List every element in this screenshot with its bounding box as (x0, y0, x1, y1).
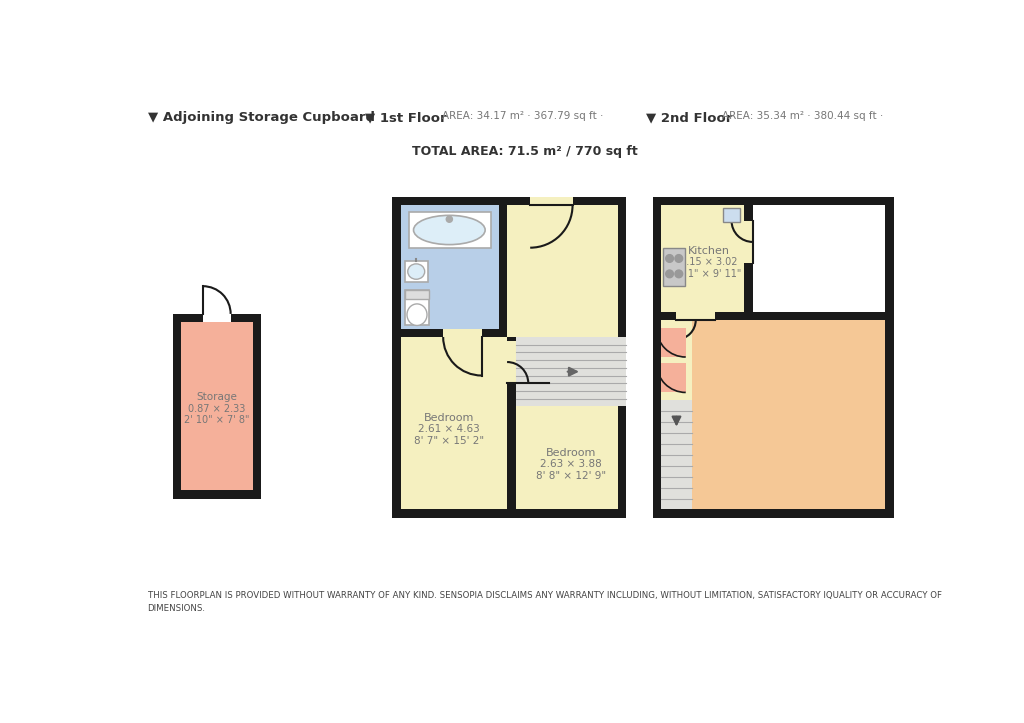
Text: Storage: Storage (197, 392, 238, 402)
Ellipse shape (407, 304, 427, 325)
Text: ▼ 1st Floor: ▼ 1st Floor (365, 111, 446, 124)
Bar (662, 205, 885, 510)
Bar (507, 341, 515, 383)
Text: THIS FLOORPLAN IS PROVIDED WITHOUT WARRANTY OF ANY KIND. SENSOPIA DISCLAIMS ANY : THIS FLOORPLAN IS PROVIDED WITHOUT WARRA… (147, 591, 941, 612)
Text: 4.41 × 5.51: 4.41 × 5.51 (758, 414, 819, 424)
Text: Kitchen: Kitchen (688, 246, 730, 256)
Bar (181, 322, 253, 490)
Bar (664, 248, 685, 286)
Text: ▼ Adjoining Storage Cupboard: ▼ Adjoining Storage Cupboard (147, 111, 375, 124)
Text: AREA: 34.17 m² · 367.79 sq ft ·: AREA: 34.17 m² · 367.79 sq ft · (441, 111, 603, 121)
Text: 2.63 × 3.88: 2.63 × 3.88 (540, 459, 602, 469)
Bar (662, 320, 885, 510)
Bar (515, 337, 627, 406)
Bar (173, 314, 261, 499)
Bar (662, 320, 692, 510)
Text: AREA: 35.34 m² · 380.44 sq ft ·: AREA: 35.34 m² · 380.44 sq ft · (722, 111, 883, 121)
Bar (530, 197, 572, 205)
Text: 14' 6" × 18' 1": 14' 6" × 18' 1" (750, 425, 826, 435)
Bar (652, 197, 894, 518)
Circle shape (446, 216, 453, 222)
Text: TOTAL AREA: 71.5 m² / 770 sq ft: TOTAL AREA: 71.5 m² / 770 sq ft (412, 145, 638, 158)
Bar (404, 290, 429, 299)
Text: 0.87 × 2.33: 0.87 × 2.33 (188, 403, 246, 414)
Text: Bedroom: Bedroom (424, 413, 474, 423)
Bar (744, 205, 885, 312)
Bar (744, 221, 753, 263)
Text: 2.61 × 4.63: 2.61 × 4.63 (419, 424, 480, 435)
Bar (409, 212, 490, 249)
Circle shape (675, 254, 683, 262)
Text: 2' 10" × 7' 8": 2' 10" × 7' 8" (184, 415, 250, 425)
Bar (400, 328, 507, 337)
Bar (400, 205, 499, 328)
Bar (203, 314, 230, 322)
Bar (404, 290, 429, 325)
Bar (507, 337, 515, 518)
Bar (443, 328, 481, 337)
Circle shape (666, 270, 674, 278)
Text: 8' 8" × 12' 9": 8' 8" × 12' 9" (536, 471, 606, 481)
Text: ▼ 2nd Floor: ▼ 2nd Floor (646, 111, 733, 124)
Bar (662, 328, 686, 357)
Bar (392, 197, 627, 518)
Text: Balcony: Balcony (790, 252, 840, 265)
Bar (404, 261, 428, 283)
Text: 2.15 × 3.02: 2.15 × 3.02 (680, 257, 737, 268)
Text: 8' 7" × 15' 2": 8' 7" × 15' 2" (415, 436, 484, 446)
Bar (662, 400, 692, 510)
Circle shape (666, 254, 674, 262)
Bar (662, 312, 885, 320)
Bar (662, 363, 686, 393)
Ellipse shape (408, 264, 425, 279)
Bar (677, 312, 715, 320)
Text: 7' 1" × 9' 11": 7' 1" × 9' 11" (676, 269, 741, 279)
Circle shape (675, 270, 683, 278)
Text: Living Room: Living Room (750, 399, 826, 412)
Text: Bedroom: Bedroom (546, 448, 596, 458)
Bar (723, 208, 739, 222)
Ellipse shape (414, 215, 485, 244)
Bar (400, 205, 617, 510)
Bar (499, 205, 507, 328)
Bar (744, 205, 753, 312)
